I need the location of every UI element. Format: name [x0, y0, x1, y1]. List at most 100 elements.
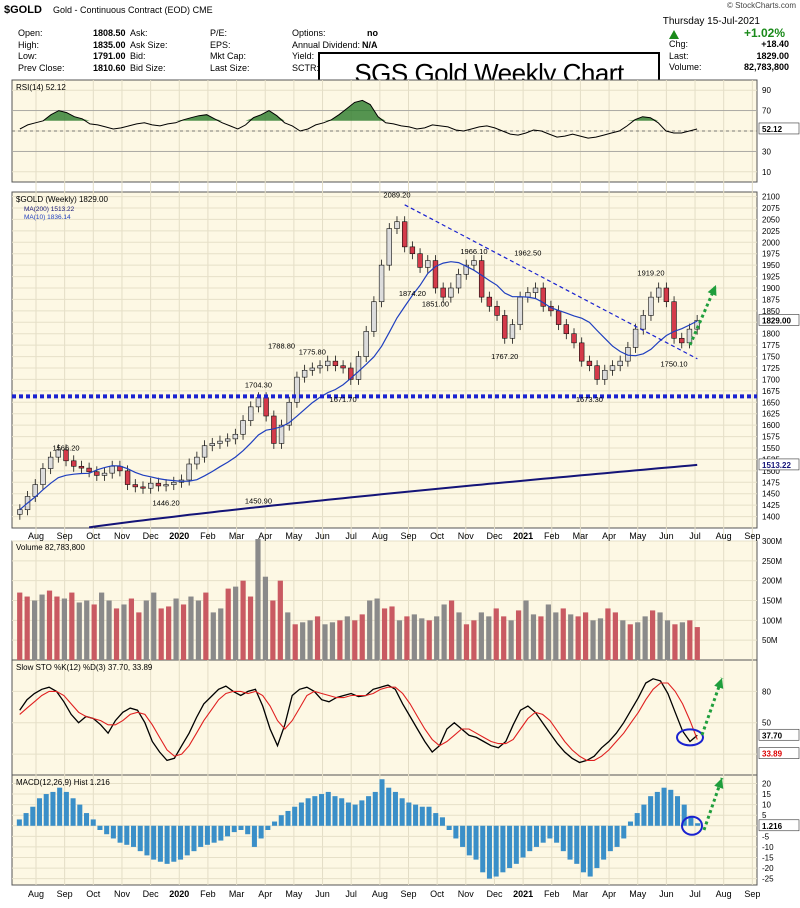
macd-hist-bar	[124, 825, 130, 845]
price-annotation: 1704.30	[245, 381, 272, 390]
candle-down	[63, 449, 69, 462]
candle-up	[240, 420, 246, 435]
candle-up	[278, 424, 285, 444]
macd-hist-bar	[83, 813, 90, 826]
price-title: $GOLD (Weekly) 1829.00	[16, 195, 108, 204]
x-tick-label-bottom: Sep	[744, 889, 760, 899]
macd-hist-bar	[258, 825, 264, 839]
sto-k-line	[19, 678, 698, 764]
price-y-tick-label: 1725	[762, 364, 780, 373]
candle-down	[555, 310, 562, 325]
macd-y-tick-label: 10	[762, 801, 771, 810]
macd-hist-bar	[345, 802, 351, 826]
sto-d-last-label-box	[758, 747, 800, 759]
x-tick-label-price: May	[629, 531, 647, 541]
macd-hist-bar	[453, 825, 459, 839]
x-tick-label-bottom: Dec	[143, 889, 160, 899]
volume-bar	[493, 608, 499, 660]
volume-bar	[329, 622, 336, 660]
x-tick-label-bottom: Jun	[659, 889, 674, 899]
macd-hist-bar	[312, 796, 318, 826]
volume-bar	[657, 612, 663, 660]
rsi-title: RSI(14) 52.12	[16, 83, 66, 92]
candle-down	[563, 324, 569, 335]
candle-up	[55, 449, 62, 458]
x-tick-label-price: Jul	[689, 531, 701, 541]
macd-y-tick-label: 20	[762, 779, 771, 788]
candle-up	[386, 228, 392, 266]
volume-bar	[128, 598, 135, 660]
price-y-tick-label: 1500	[762, 467, 780, 476]
volume-bar	[642, 616, 648, 660]
volume-bar	[255, 539, 261, 660]
price-last-label-box	[758, 314, 800, 326]
macd-hist-bar	[36, 798, 43, 826]
volume-bar	[203, 592, 209, 660]
sto-title: Slow STO %K(12) %D(3) 37.70, 33.89	[16, 663, 153, 672]
volume-bar	[262, 576, 269, 660]
price-annotation: 1919.20	[637, 268, 664, 277]
candle-down	[263, 397, 269, 417]
candle-up	[355, 356, 362, 380]
volume-bar	[597, 618, 604, 660]
volume-bar	[672, 624, 678, 660]
macd-hist-bar	[513, 825, 519, 864]
price-annotation: 1788.80	[268, 342, 295, 351]
legend-ma10: MA(10) 1836.14	[24, 214, 71, 221]
candle-down	[663, 287, 670, 303]
rsi-line	[19, 99, 698, 139]
candle-up	[686, 328, 693, 344]
x-tick-label-price: Jun	[315, 531, 330, 541]
candle-down	[571, 333, 577, 344]
volume-bar	[113, 608, 120, 660]
volume-bar	[210, 612, 216, 660]
x-tick-label-price: Jul	[345, 531, 357, 541]
macd-hist-bar	[379, 779, 385, 826]
volume-bar	[441, 604, 447, 660]
price-y-tick-label: 1675	[762, 387, 780, 396]
sto-up-arrow-head	[714, 678, 724, 689]
volume-bar	[180, 604, 187, 660]
x-tick-label-price: Apr	[258, 531, 272, 541]
macd-hist-bar	[332, 796, 338, 826]
candle-up	[509, 324, 516, 339]
volume-bar	[39, 594, 45, 660]
x-tick-label-bottom: 2020	[169, 889, 189, 899]
candle-up	[101, 472, 108, 476]
price-last-label: 1829.00	[762, 316, 791, 325]
macd-hist-bar	[319, 794, 325, 826]
candle-up	[294, 376, 300, 403]
x-tick-label-bottom: Mar	[573, 889, 589, 899]
macd-hist-bar	[70, 798, 76, 826]
candle-down	[332, 360, 339, 367]
candle-up	[209, 443, 215, 447]
candle-down	[440, 287, 446, 298]
x-tick-label-price: Aug	[716, 531, 732, 541]
macd-hist-bar	[446, 825, 452, 830]
macd-hist-bar	[406, 802, 412, 826]
price-y-tick-label: 1475	[762, 478, 780, 487]
candle-down	[502, 315, 508, 339]
price-y-tick-label: 2000	[762, 238, 780, 247]
macd-hist-bar	[648, 796, 654, 826]
candle-down	[671, 301, 677, 339]
panel-price	[11, 191, 758, 529]
volume-bar	[173, 598, 179, 660]
price-y-tick-label: 1775	[762, 341, 780, 350]
quote-col-2: Ask: Ask Size: Bid: Bid Size:	[130, 28, 168, 73]
volume-bar	[635, 622, 641, 660]
x-tick-label-bottom: May	[285, 889, 303, 899]
macd-hist-bar	[272, 821, 278, 826]
macd-hist-bar	[674, 796, 681, 826]
macd-hist-bar	[292, 806, 298, 826]
x-tick-label-bottom: Sep	[57, 889, 73, 899]
price-up-arrow-head	[707, 285, 717, 296]
price-y-tick-label: 1425	[762, 501, 780, 510]
volume-bar	[158, 608, 164, 660]
price-y-tick-label: 1700	[762, 375, 780, 384]
up-triangle-icon	[669, 30, 679, 39]
candle-down	[155, 482, 162, 487]
volume-bar	[352, 620, 358, 660]
rsi-y-tick-label: 90	[762, 86, 771, 95]
macd-hist-bar	[668, 789, 674, 826]
